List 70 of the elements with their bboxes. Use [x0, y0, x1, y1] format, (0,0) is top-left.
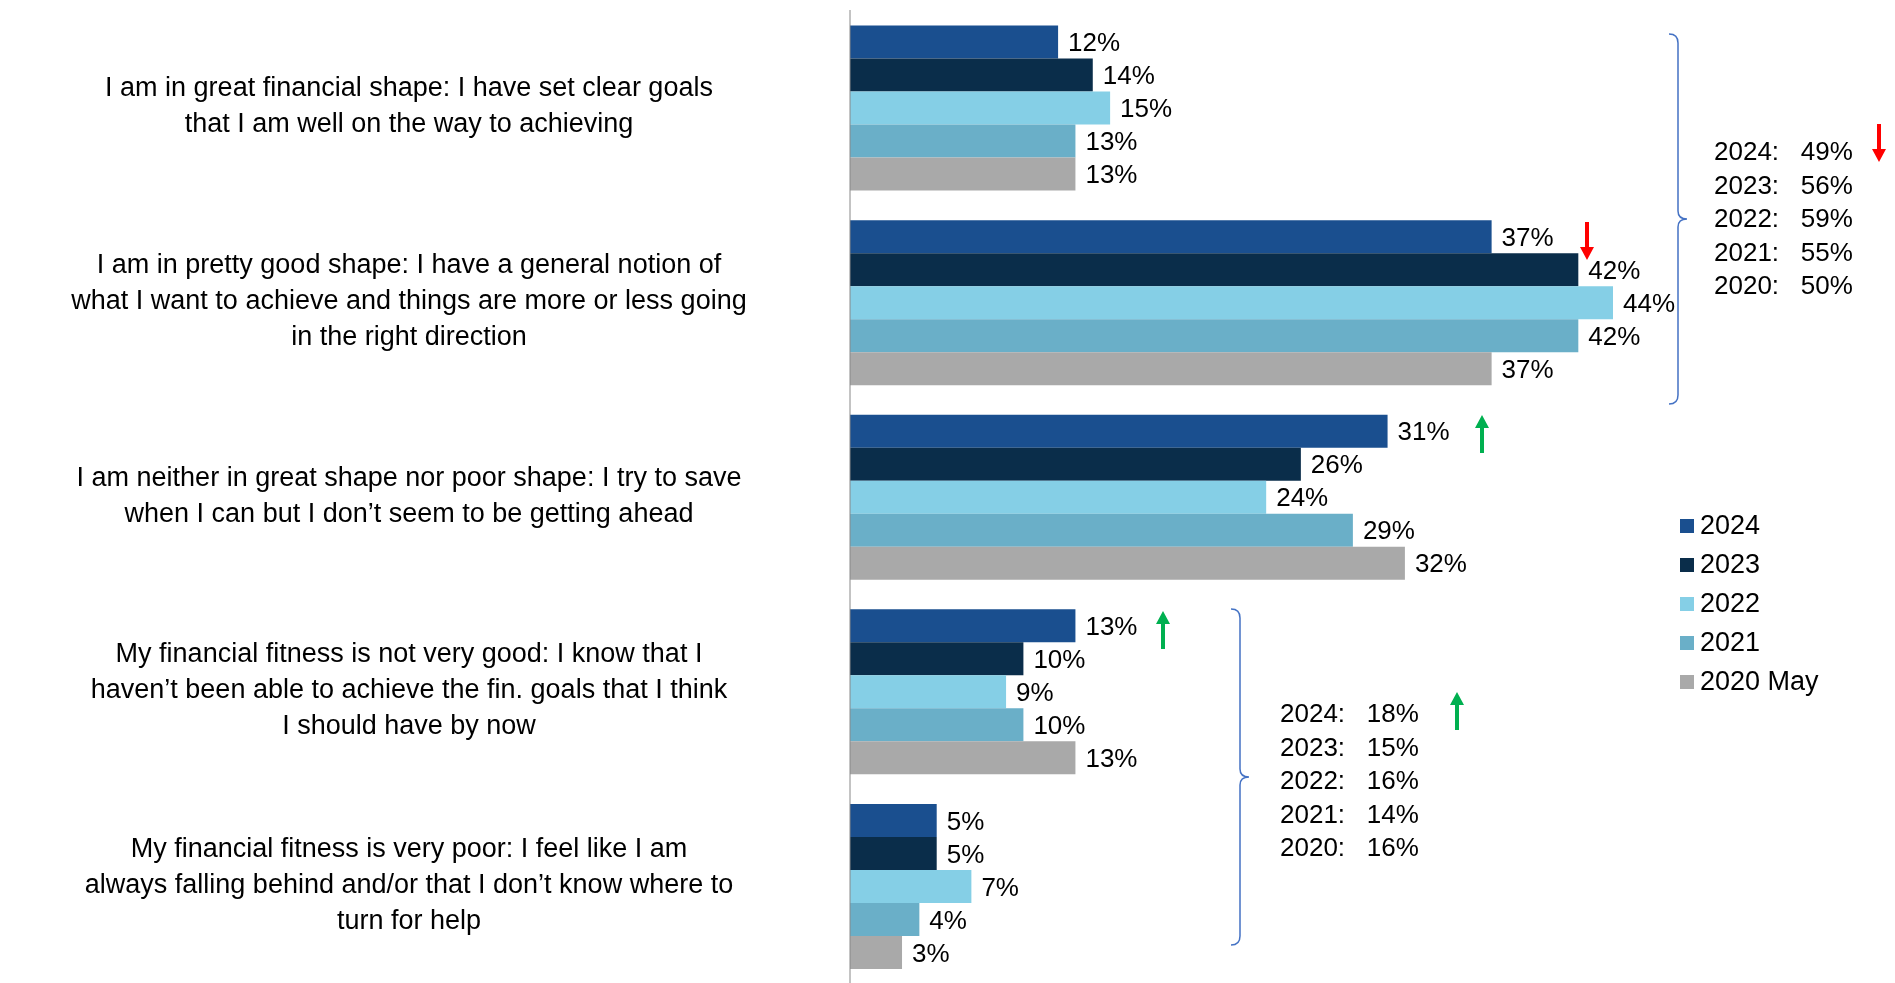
data-label: 5% — [946, 838, 985, 869]
data-label: 10% — [1033, 644, 1086, 675]
bar — [850, 157, 1076, 191]
bar — [850, 25, 1059, 59]
data-label: 7% — [981, 871, 1019, 902]
data-label: 3% — [912, 937, 950, 968]
data-label: 13% — [1085, 743, 1138, 774]
bar — [850, 609, 1076, 643]
data-label: 10% — [1033, 710, 1086, 741]
bar — [850, 414, 1388, 448]
bar — [850, 902, 920, 936]
bar — [850, 352, 1492, 386]
data-label: 42% — [1588, 320, 1641, 351]
legend-label: 2021 — [1700, 627, 1761, 658]
bar — [850, 935, 903, 969]
bar — [850, 803, 937, 837]
data-label: 24% — [1276, 482, 1329, 513]
annotation: 2024: 18% — [1280, 698, 1419, 728]
legend-label: 2024 — [1700, 510, 1761, 541]
data-label: 44% — [1623, 287, 1676, 318]
legend-label: 2023 — [1700, 549, 1761, 580]
bar — [850, 91, 1111, 125]
data-label: 32% — [1414, 548, 1467, 579]
y-tick-label: I am in great financial shape: I have set clear goals that I am well on the way to achieving — [105, 72, 713, 139]
data-label: 42% — [1588, 254, 1641, 285]
data-label: 37% — [1501, 221, 1554, 252]
bar — [850, 447, 1301, 481]
bar — [850, 869, 972, 903]
text: 2021: 55% — [1714, 236, 1853, 267]
data-label: 29% — [1362, 515, 1415, 546]
bar — [850, 642, 1024, 676]
data-label: 13% — [1085, 159, 1138, 190]
bar — [850, 708, 1024, 742]
annotation: 2021: 14% — [1280, 798, 1419, 829]
text: 2023: 56% — [1714, 169, 1853, 200]
y-tick-label: I am neither in great shape nor poor shape: I try to save when I can but I don’t seem to be getting ahead — [76, 461, 742, 528]
legend-label: 2020 May — [1700, 666, 1819, 697]
bar — [850, 836, 937, 870]
legend-label: 2022 — [1700, 588, 1761, 619]
data-label: 31% — [1397, 416, 1450, 447]
annotation: 2023: 15% — [1280, 731, 1419, 762]
bar — [850, 253, 1579, 287]
bar — [850, 58, 1093, 92]
y-tick-label: My financial fitness is very poor: I feel like I am always falling behind and/or that I don’t know where to turn for help — [84, 832, 734, 935]
bar — [850, 741, 1076, 775]
text: 2020: 50% — [1714, 270, 1853, 300]
bar — [850, 286, 1613, 320]
annotation: 2020: 16% — [1280, 832, 1419, 862]
bar — [850, 220, 1492, 254]
y-tick-label: I am in pretty good shape: I have a general notion of what I want to achieve and things are more or less going in the right direction — [70, 249, 747, 352]
text: 2024: 49% — [1714, 136, 1853, 166]
bar — [850, 546, 1405, 580]
data-label: 12% — [1068, 27, 1121, 58]
bar — [850, 319, 1579, 353]
bar — [850, 480, 1267, 514]
bar — [850, 513, 1353, 547]
data-label: 26% — [1310, 449, 1363, 480]
data-label: 4% — [929, 904, 967, 935]
bar — [850, 675, 1007, 709]
data-label: 14% — [1102, 60, 1155, 91]
data-label: 9% — [1016, 677, 1054, 708]
text: 2022: 59% — [1714, 203, 1853, 233]
annotation: 2022: 16% — [1280, 765, 1419, 795]
data-label: 15% — [1120, 93, 1173, 124]
data-label: 13% — [1085, 611, 1138, 642]
y-tick-label: My financial fitness is not very good: I know that I haven’t been able to achieve the fin. goals that I think I should have by now — [90, 638, 728, 741]
bar — [850, 124, 1076, 158]
data-label: 13% — [1085, 126, 1138, 157]
data-label: 37% — [1501, 353, 1554, 384]
data-label: 5% — [946, 805, 985, 836]
